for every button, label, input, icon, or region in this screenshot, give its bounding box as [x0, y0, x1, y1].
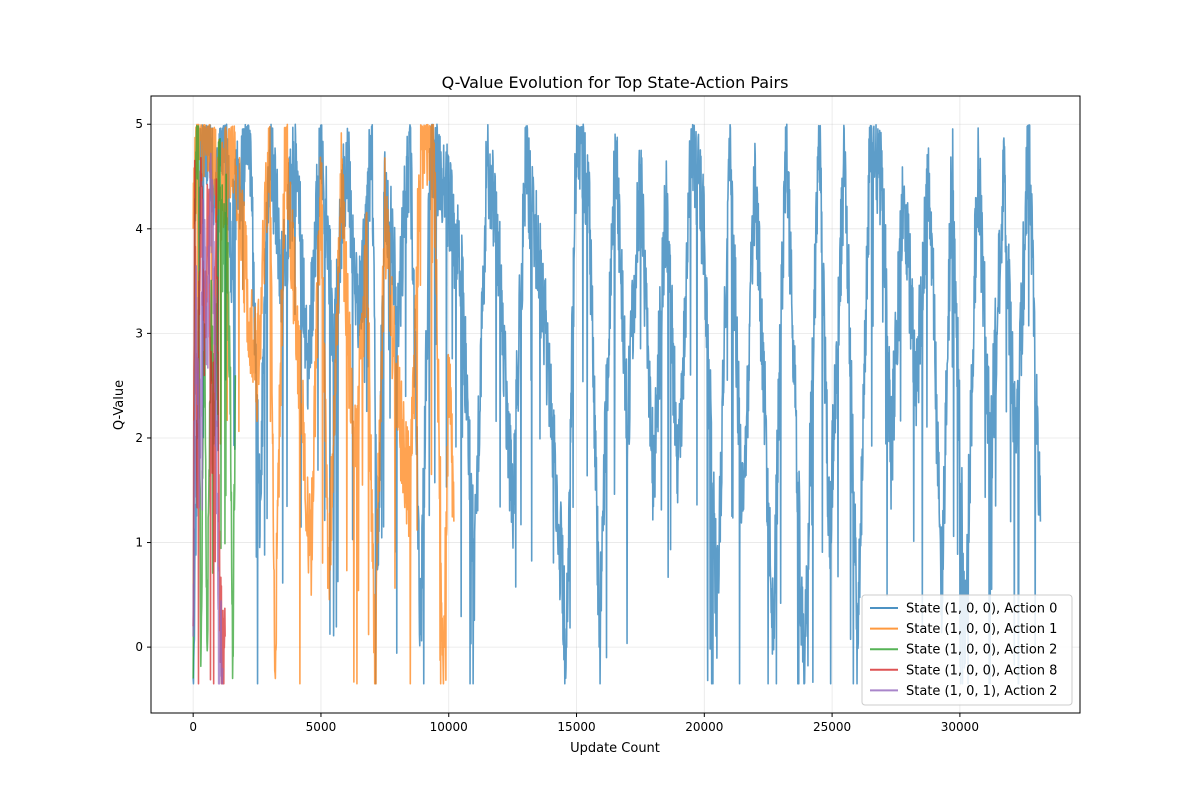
- legend-entry: State (1, 0, 0), Action 8: [906, 663, 1057, 678]
- series-line-0: [192, 123, 1042, 685]
- series-line-4: [192, 152, 224, 685]
- x-tick-label: 15000: [557, 720, 595, 734]
- plot-frame: [150, 95, 1081, 714]
- y-tick-label: 0: [135, 640, 143, 654]
- y-axis-ticks: 0 1 2 3 4 5: [135, 117, 151, 654]
- y-tick-label: 2: [135, 431, 143, 445]
- legend-entry: State (1, 0, 0), Action 1: [906, 622, 1057, 637]
- legend-entry: State (1, 0, 0), Action 2: [906, 643, 1057, 658]
- series-lines: [192, 123, 1042, 685]
- x-tick-label: 10000: [430, 720, 468, 734]
- x-tick-label: 0: [189, 720, 197, 734]
- legend-box: [861, 594, 1073, 706]
- y-tick-label: 1: [135, 536, 143, 550]
- legend: State (1, 0, 0), Action 0 State (1, 0, 0)…: [861, 594, 1073, 706]
- y-tick-label: 5: [135, 117, 143, 131]
- x-tick-label: 5000: [306, 720, 337, 734]
- legend-entry: State (1, 0, 0), Action 0: [906, 602, 1057, 617]
- chart-title: Q-Value Evolution for Top State-Action P…: [442, 73, 789, 92]
- series-line-1: [192, 123, 455, 685]
- x-tick-label: 25000: [813, 720, 851, 734]
- y-tick-label: 3: [135, 326, 143, 340]
- y-tick-label: 4: [135, 222, 143, 236]
- legend-entry: State (1, 0, 1), Action 2: [906, 684, 1057, 699]
- x-tick-label: 20000: [685, 720, 723, 734]
- x-axis-label: Update Count: [570, 741, 660, 756]
- x-axis-ticks: 0 5000 10000 15000 20000 25000 30000: [189, 713, 979, 734]
- y-axis-label: Q-Value: [112, 380, 127, 430]
- series-line-3: [192, 156, 226, 685]
- x-tick-label: 30000: [941, 720, 979, 734]
